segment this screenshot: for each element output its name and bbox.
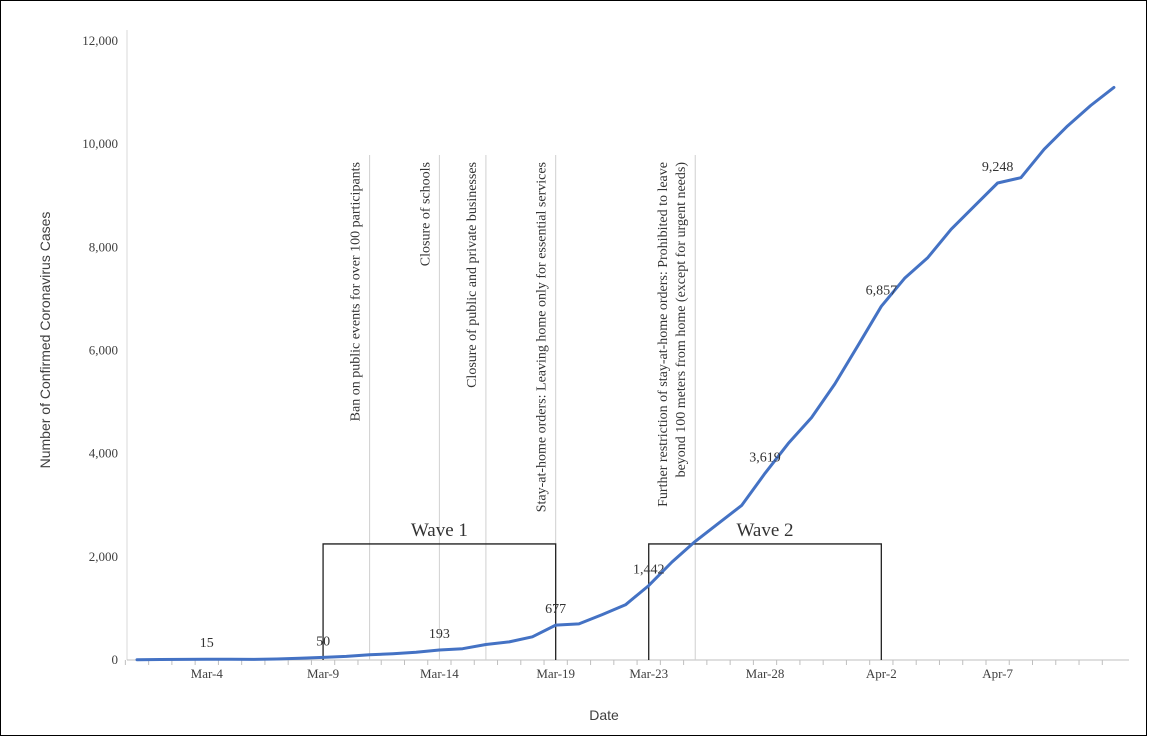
wave-bracket (648, 543, 882, 660)
x-axis-label: Date (589, 707, 619, 723)
wave-bracket (322, 543, 557, 660)
y-tick-label: 10,000 (82, 136, 118, 151)
data-label: 1,442 (633, 563, 665, 578)
wave-label: Wave 1 (411, 520, 468, 541)
policy-annotations: Ban on public events for over 100 partic… (349, 155, 696, 660)
x-tick-label: Mar-28 (746, 666, 785, 681)
data-label: 15 (200, 636, 214, 651)
data-label: 193 (429, 627, 450, 642)
data-label: 50 (316, 634, 330, 649)
series-line (135, 85, 1116, 662)
wave-brackets: Wave 1 Wave 2 (322, 520, 882, 660)
annotation-text: beyond 100 meters from home (except for … (674, 162, 689, 478)
y-tick-label: 8,000 (89, 239, 118, 254)
series-group (135, 85, 1116, 662)
y-tick-label: 4,000 (89, 446, 118, 461)
annotation-text: Further restriction of stay-at-home orde… (656, 162, 671, 507)
x-tick-label: Apr-7 (982, 666, 1013, 681)
x-tick-label: Mar-4 (191, 666, 224, 681)
data-labels: 15 50 193 677 1,442 3,619 6,857 9,248 (200, 160, 1014, 651)
data-label: 9,248 (982, 160, 1014, 175)
annotation-text: Ban on public events for over 100 partic… (349, 162, 364, 421)
x-tick-label: Mar-23 (629, 666, 668, 681)
axes: 0 2,000 4,000 6,000 8,000 10,000 12,000 Mar-4 Ma… (82, 30, 1129, 681)
data-label: 6,857 (866, 283, 898, 298)
y-tick-label: 0 (112, 652, 119, 667)
wave-label: Wave 2 (737, 520, 794, 541)
x-tick-label: Mar-14 (420, 666, 459, 681)
annotation-text: Closure of schools (418, 162, 433, 266)
data-label: 677 (545, 602, 566, 617)
y-tick-label: 6,000 (89, 343, 118, 358)
annotation-text: Stay-at-home orders: Leaving home only f… (535, 162, 550, 512)
x-tick-label: Mar-19 (536, 666, 575, 681)
x-tick-label: Mar-9 (307, 666, 339, 681)
annotation-text: Closure of public and private businesses (465, 162, 480, 388)
y-tick-label: 2,000 (89, 549, 118, 564)
y-axis-label: Number of Confirmed Coronavirus Cases (37, 212, 53, 469)
y-tick-label: 12,000 (82, 33, 118, 48)
x-tick-label: Apr-2 (866, 666, 897, 681)
data-label: 3,619 (749, 450, 781, 465)
